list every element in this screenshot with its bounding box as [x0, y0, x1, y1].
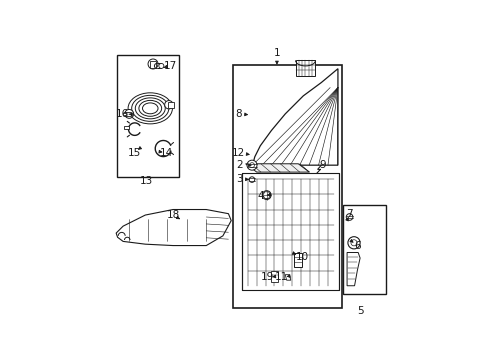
Text: 3: 3: [236, 174, 243, 184]
Polygon shape: [346, 252, 359, 286]
Text: 1: 1: [273, 48, 280, 58]
Circle shape: [262, 191, 270, 199]
Text: 18: 18: [166, 210, 179, 220]
Circle shape: [346, 214, 352, 220]
Bar: [342, 205, 386, 294]
Bar: [241, 174, 339, 290]
Circle shape: [350, 240, 356, 246]
Bar: [295, 60, 315, 76]
Text: 7: 7: [346, 209, 352, 219]
Text: 13: 13: [140, 176, 153, 186]
Text: 14: 14: [160, 148, 173, 158]
Text: 8: 8: [235, 109, 242, 119]
Bar: [123, 113, 126, 115]
Text: 9: 9: [319, 160, 325, 170]
Bar: [124, 112, 131, 116]
Bar: [150, 61, 156, 68]
Text: 16: 16: [115, 109, 128, 119]
Polygon shape: [245, 164, 309, 172]
Circle shape: [148, 59, 158, 69]
Text: 2: 2: [236, 160, 243, 170]
Polygon shape: [116, 210, 231, 246]
Text: 17: 17: [163, 61, 177, 71]
Polygon shape: [252, 69, 337, 165]
Text: 10: 10: [295, 252, 308, 262]
Polygon shape: [262, 192, 270, 198]
Circle shape: [164, 100, 173, 109]
Bar: [271, 270, 277, 282]
Circle shape: [249, 163, 254, 168]
Text: 11: 11: [274, 273, 287, 283]
Bar: [168, 102, 174, 108]
Text: 6: 6: [353, 240, 360, 251]
Polygon shape: [285, 275, 290, 280]
Text: 12: 12: [231, 148, 244, 158]
Bar: [124, 126, 129, 129]
Text: 15: 15: [127, 148, 141, 158]
Circle shape: [246, 160, 257, 170]
Bar: [294, 253, 302, 267]
Circle shape: [159, 63, 163, 68]
Text: 5: 5: [356, 306, 363, 316]
Text: 19: 19: [260, 273, 273, 283]
Circle shape: [347, 237, 359, 249]
Bar: [232, 66, 342, 308]
Text: 4: 4: [257, 191, 263, 201]
Circle shape: [124, 109, 133, 118]
Bar: [117, 55, 179, 177]
Circle shape: [249, 177, 254, 183]
